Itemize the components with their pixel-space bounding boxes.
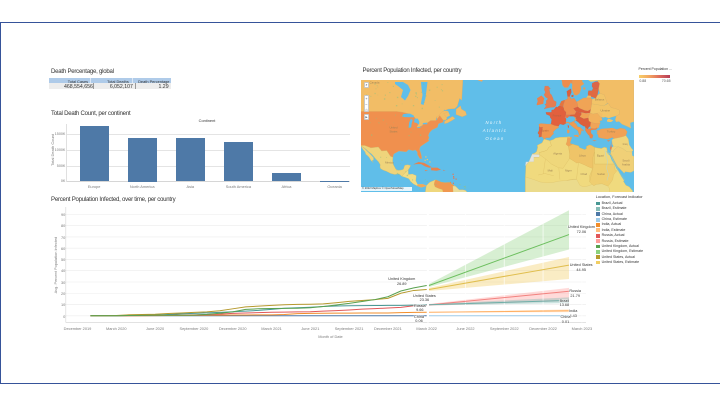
svg-text:North: North xyxy=(485,120,502,125)
svg-text:Ukraine: Ukraine xyxy=(600,108,610,112)
svg-text:Canada: Canada xyxy=(370,80,380,84)
svg-text:Ocean: Ocean xyxy=(485,136,504,141)
svg-text:Mexico: Mexico xyxy=(385,160,394,164)
svg-text:Turkey: Turkey xyxy=(607,129,616,133)
svg-text:Algeria: Algeria xyxy=(553,151,562,155)
svg-text:Sudan: Sudan xyxy=(597,171,606,175)
svg-text:Egypt: Egypt xyxy=(597,153,604,157)
svg-text:Mali: Mali xyxy=(548,168,554,172)
svg-text:France: France xyxy=(553,113,562,117)
svg-text:Niger: Niger xyxy=(565,168,572,172)
svg-text:States: States xyxy=(390,129,399,133)
svg-text:Iraq: Iraq xyxy=(623,141,628,145)
svg-text:United: United xyxy=(389,125,398,129)
svg-text:Saudi: Saudi xyxy=(622,158,630,162)
svg-text:Arabia: Arabia xyxy=(622,162,631,166)
svg-text:Chad: Chad xyxy=(581,171,588,175)
svg-text:Spain: Spain xyxy=(541,128,549,132)
svg-text:Belarus: Belarus xyxy=(595,97,605,101)
svg-text:Libya: Libya xyxy=(579,153,586,157)
svg-text:Atlantic: Atlantic xyxy=(482,128,508,133)
